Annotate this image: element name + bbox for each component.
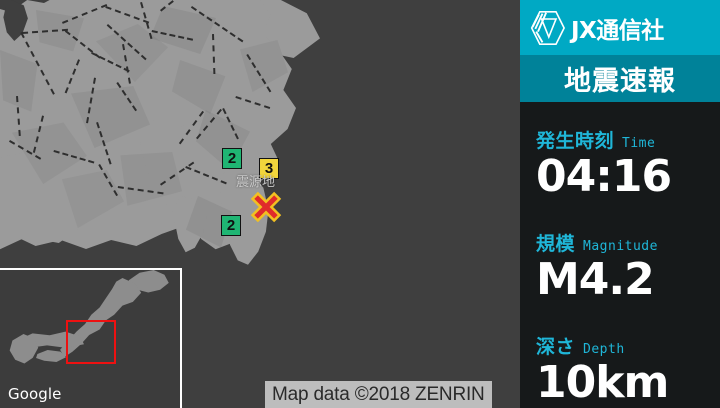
info-block-magnitude: 規模 Magnitude M4.2: [520, 229, 720, 303]
inset-landmass-hokkaido: [128, 270, 169, 293]
map-attribution: Map data ©2018 ZENRIN: [265, 381, 492, 408]
alert-bar: 地震速報: [520, 55, 720, 102]
brand-bar: JX通信社: [520, 0, 720, 55]
intensity-value: 2: [227, 150, 237, 167]
intensity-value: 2: [226, 217, 236, 234]
intensity-badge-3[interactable]: 3: [259, 158, 279, 179]
info-value-magnitude: M4.2: [536, 253, 655, 305]
brand-name: JX通信社: [571, 17, 664, 44]
inset-viewport-rectangle: [66, 320, 116, 364]
info-value-depth: 10km: [536, 356, 669, 408]
intensity-value: 3: [264, 160, 274, 177]
alert-title: 地震速報: [564, 66, 676, 97]
epicenter-x-icon[interactable]: [248, 189, 284, 225]
map-canvas[interactable]: 2 3 2 震源地 Google Map da: [0, 0, 520, 408]
info-panel: JX通信社 地震速報 発生時刻 Time 04:16 規模 Magnitude …: [520, 0, 720, 408]
info-block-depth: 深さ Depth 10km: [520, 332, 720, 406]
epicenter-label: 震源地: [236, 175, 276, 190]
inset-landmass-shikoku: [36, 350, 66, 362]
info-label-en: Depth: [583, 341, 625, 357]
info-label-jp: 深さ: [536, 335, 576, 358]
info-label-en: Magnitude: [583, 238, 658, 254]
inset-overview-map[interactable]: Google: [0, 268, 182, 408]
info-label-en: Time: [622, 136, 656, 151]
intensity-badge-2-north[interactable]: 2: [222, 148, 242, 169]
info-label-row: 規模 Magnitude: [536, 229, 720, 256]
info-block-time: 発生時刻 Time 04:16: [520, 126, 720, 200]
info-label-jp: 規模: [536, 232, 576, 255]
intensity-badge-2-south[interactable]: 2: [221, 215, 241, 236]
info-value-time: 04:16: [536, 151, 672, 202]
google-logo: Google: [8, 385, 62, 403]
info-label-jp: 発生時刻: [536, 130, 615, 152]
info-label-row: 深さ Depth: [536, 332, 720, 359]
info-label-row: 発生時刻 Time: [536, 126, 720, 153]
jx-hexagon-logo-icon: [530, 10, 565, 45]
